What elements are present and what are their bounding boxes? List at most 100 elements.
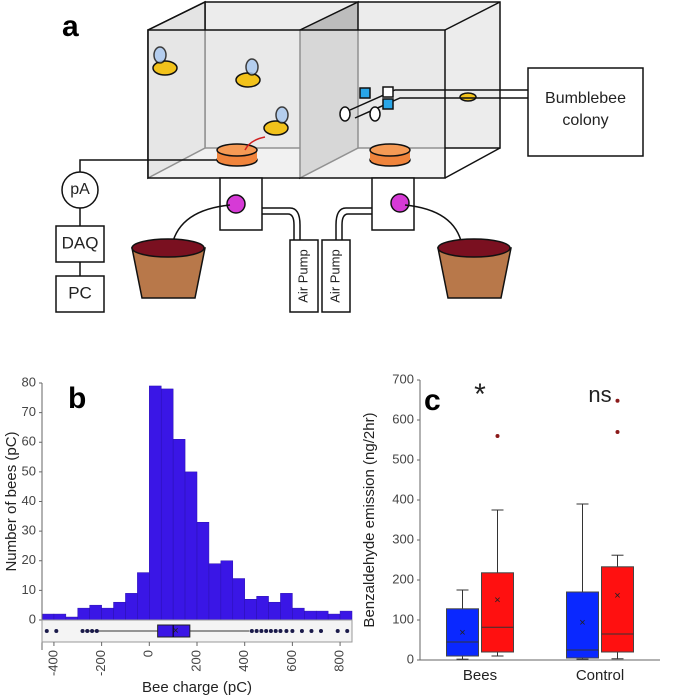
x-tick-label: -400 bbox=[45, 650, 60, 676]
bar bbox=[41, 613, 55, 621]
mean: × bbox=[459, 627, 465, 639]
arrow bbox=[244, 136, 266, 151]
outlier bbox=[273, 629, 278, 633]
bar bbox=[304, 610, 317, 621]
diagram bbox=[55, 0, 644, 313]
bar bbox=[89, 604, 102, 621]
edge bbox=[444, 147, 501, 179]
panel-label: a bbox=[62, 10, 79, 43]
bar bbox=[125, 593, 138, 621]
soil bbox=[437, 238, 511, 258]
outlier bbox=[278, 629, 283, 633]
panel-label: b bbox=[68, 382, 86, 415]
stem bbox=[171, 204, 463, 246]
bar bbox=[53, 613, 67, 621]
y-tick-label: 20 bbox=[22, 552, 36, 567]
y-tick-label: 300 bbox=[392, 531, 414, 546]
pc-label: PC bbox=[68, 283, 92, 302]
outlier bbox=[90, 629, 95, 633]
outlier bbox=[335, 629, 340, 633]
y-tick-label: 400 bbox=[392, 491, 414, 506]
bar bbox=[256, 596, 269, 621]
y-axis-label: Number of bees (pC) bbox=[3, 431, 20, 571]
outlier bbox=[284, 629, 289, 633]
outlier bbox=[254, 629, 259, 633]
y-tick-label: 70 bbox=[22, 404, 36, 419]
outlier bbox=[44, 629, 49, 633]
colony-box bbox=[527, 67, 644, 157]
panel-label: c bbox=[424, 384, 441, 417]
outlier bbox=[615, 398, 620, 403]
x-axis-label: Bee charge (pC) bbox=[142, 679, 252, 696]
outlier bbox=[299, 629, 304, 633]
y-tick-label: 200 bbox=[392, 571, 414, 586]
x-tick-label: Control bbox=[576, 667, 624, 684]
plate bbox=[216, 143, 258, 157]
outlier bbox=[615, 430, 620, 434]
wings bbox=[153, 46, 289, 124]
bar bbox=[184, 471, 198, 621]
meter-circle bbox=[61, 171, 99, 209]
box bbox=[481, 572, 514, 653]
outlier bbox=[319, 629, 323, 633]
bar bbox=[137, 572, 150, 621]
gate bbox=[382, 98, 394, 110]
colony-label: Bumblebee colony bbox=[545, 90, 626, 129]
y-tick-label: 30 bbox=[22, 523, 36, 538]
bar bbox=[232, 578, 245, 621]
pc-box bbox=[55, 275, 105, 313]
bar bbox=[220, 560, 234, 621]
tube-end bbox=[369, 106, 381, 122]
plate bbox=[369, 143, 411, 157]
bar bbox=[339, 610, 353, 621]
annotation: * bbox=[474, 378, 486, 411]
x-tick-label: Bees bbox=[463, 667, 497, 684]
y-tick-label: 700 bbox=[392, 371, 414, 386]
outlier bbox=[85, 629, 90, 633]
box bbox=[601, 566, 634, 653]
flower bbox=[390, 193, 410, 213]
outlier bbox=[80, 629, 85, 633]
bar bbox=[77, 607, 90, 621]
wire bbox=[79, 159, 217, 276]
pump bbox=[289, 239, 319, 313]
pump-label: Air Pump bbox=[327, 249, 342, 302]
bar bbox=[208, 563, 222, 621]
y-tick-label: 60 bbox=[22, 434, 36, 449]
x-tick-label: -200 bbox=[93, 650, 108, 676]
x-tick-label: 800 bbox=[332, 650, 347, 672]
box bbox=[446, 608, 479, 657]
bar bbox=[327, 613, 341, 621]
daq-box bbox=[55, 225, 105, 263]
outlier bbox=[495, 434, 500, 438]
mean: × bbox=[494, 595, 500, 607]
bar bbox=[268, 601, 281, 621]
y-tick-label: 80 bbox=[22, 374, 36, 389]
bar bbox=[196, 521, 210, 621]
bar bbox=[101, 607, 114, 621]
y-tick-label: 0 bbox=[407, 651, 414, 666]
x-tick-label: 0 bbox=[141, 650, 156, 657]
mean: × bbox=[614, 590, 620, 602]
outlier bbox=[54, 629, 59, 633]
tube-end bbox=[339, 106, 351, 122]
mean: × bbox=[172, 625, 178, 637]
pump-label: Air Pump bbox=[295, 249, 310, 302]
x-tick-label: 200 bbox=[188, 650, 203, 672]
bar bbox=[244, 599, 257, 621]
box bbox=[566, 591, 599, 659]
x-tick-label: 600 bbox=[284, 650, 299, 672]
pipe bbox=[335, 207, 372, 240]
bar bbox=[160, 388, 174, 621]
outlier bbox=[259, 629, 264, 633]
outlier bbox=[345, 629, 350, 633]
outlier bbox=[268, 629, 273, 633]
edge bbox=[147, 1, 206, 31]
colony-label-box: Bumblebee colony bbox=[545, 90, 626, 129]
annotation: ns bbox=[588, 382, 611, 407]
y-tick-label: 50 bbox=[22, 463, 36, 478]
outlier bbox=[264, 629, 269, 633]
y-tick-label: 0 bbox=[29, 611, 36, 626]
mean: × bbox=[579, 617, 585, 629]
